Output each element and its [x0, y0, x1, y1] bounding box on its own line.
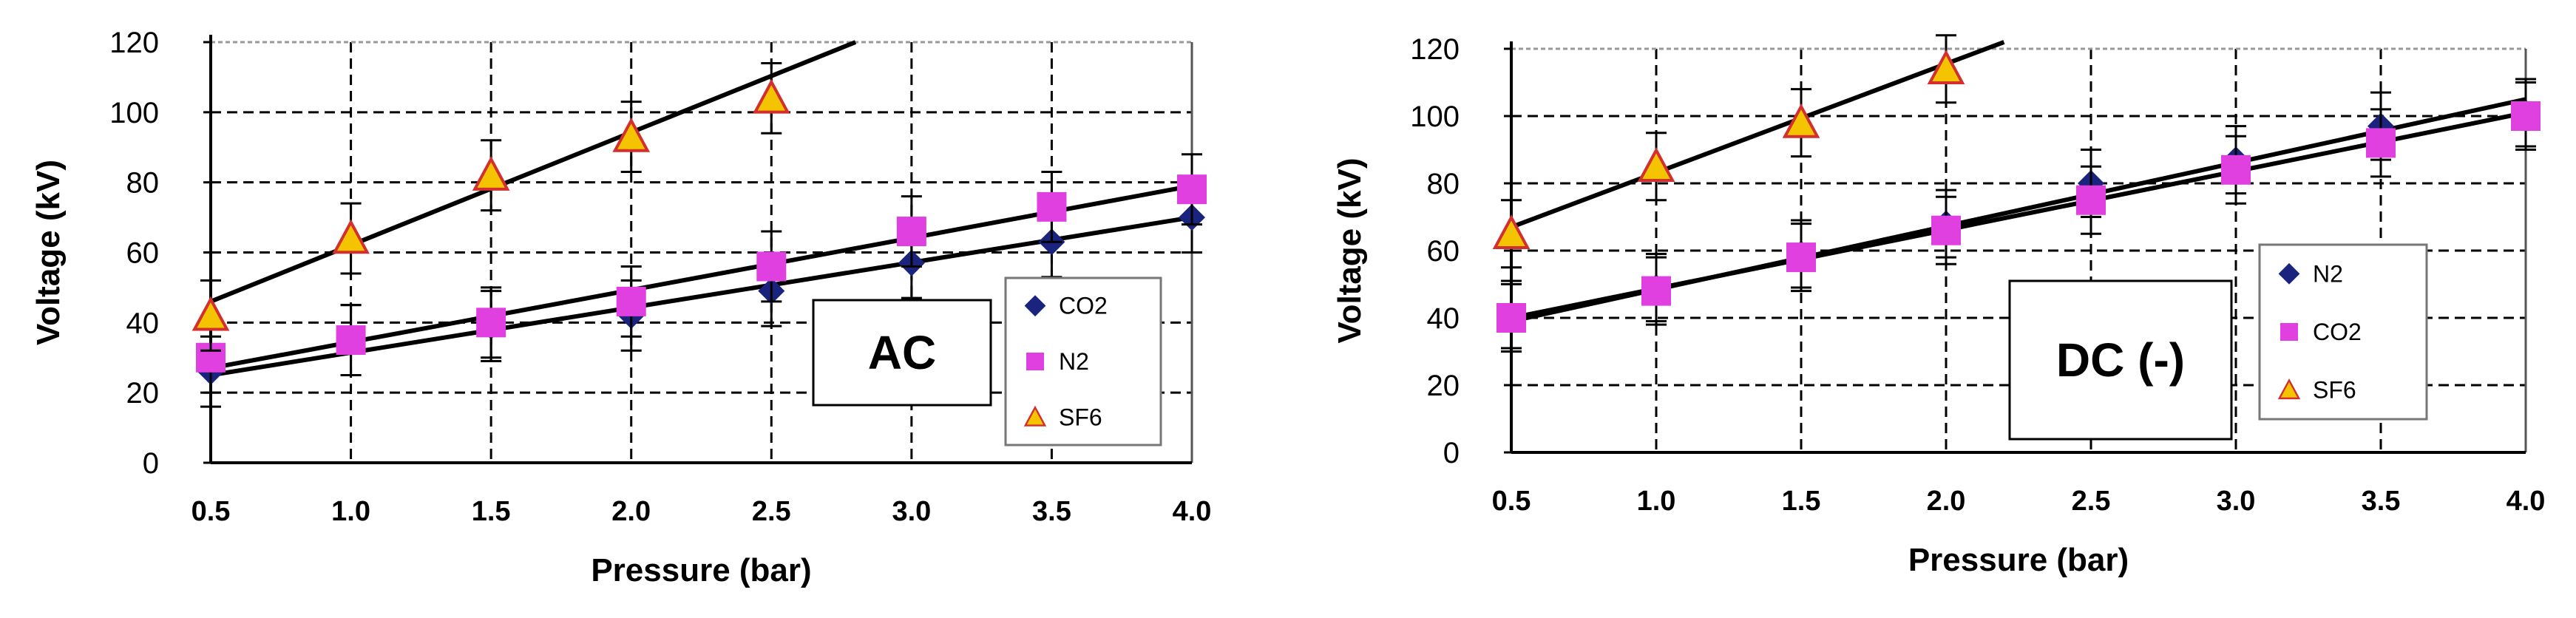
data-point-sf6: [1637, 147, 1675, 182]
legend-label-co2: CO2: [1059, 293, 1108, 319]
data-point-co2: [2076, 185, 2106, 215]
y-axis-title: Voltage (kV): [30, 160, 67, 345]
x-tick-label: 2.5: [752, 496, 791, 527]
legend-label-n2: N2: [2313, 260, 2343, 287]
x-tick-label: 1.0: [1637, 486, 1676, 517]
data-point-sf6: [472, 155, 510, 191]
x-tick-label: 1.0: [331, 496, 370, 527]
chart-label: AC: [868, 326, 936, 379]
legend-label-sf6: SF6: [1059, 404, 1102, 430]
x-tick-label: 0.5: [191, 496, 231, 527]
fit-line-co2: [211, 215, 1193, 378]
y-tick-label: 20: [126, 377, 160, 410]
data-point-co2: [2366, 128, 2396, 158]
data-point-n2: [756, 251, 787, 282]
data-point-n2: [476, 308, 506, 338]
data-point-sf6: [1492, 214, 1531, 249]
legend-label-n2: N2: [1059, 348, 1089, 375]
x-axis-title: Pressure (bar): [1908, 542, 2129, 578]
fit-lines: [1511, 40, 2526, 324]
data-point-n2: [896, 217, 926, 247]
data-point-n2: [616, 286, 646, 316]
data-point-sf6: [1927, 50, 1965, 84]
legend-marker-sf6: [2277, 378, 2301, 400]
x-tick-label: 3.0: [2217, 486, 2256, 517]
chart-label-box: [2008, 279, 2233, 441]
data-point-sf6: [191, 296, 230, 331]
chart-ac-svg: 0 20 40 60 80 100 120 0.5 1.0 1.5 2.0 2.5 3.0 3.5 4.0 P…: [30, 27, 1212, 588]
data-point-sf6: [612, 117, 651, 152]
legend-marker-wrap: [1023, 405, 1047, 427]
data-point-sf6: [332, 219, 370, 254]
fit-line-n2: [211, 183, 1193, 370]
grid-lines: [211, 42, 1192, 463]
chart-dc-svg: 0 20 40 60 80 100 120 0.5 1.0 1.5 2.0 2.5 3.0 3.5 4.0 P…: [1332, 33, 2546, 578]
data-point-co2: [2511, 101, 2541, 131]
x-tick-label: 3.0: [892, 496, 931, 527]
x-tick-label: 2.5: [2072, 486, 2111, 517]
legend-marker-co2: [2280, 323, 2298, 341]
legend-label-sf6: SF6: [2313, 377, 2356, 404]
data-point-co2: [1497, 303, 1526, 333]
data-point-co2: [1931, 215, 1961, 245]
y-tick-label: 80: [1427, 168, 1460, 200]
chart-dc: 0 20 40 60 80 100 120 0.5 1.0 1.5 2.0 2.5 3.0 3.5 4.0 P…: [1301, 0, 2576, 618]
legend-marker-wrap: [2277, 378, 2301, 400]
y-tick-label: 120: [1410, 33, 1460, 66]
x-tick-label: 1.5: [1782, 486, 1821, 517]
legend: N2 CO2 SF6: [2258, 243, 2428, 421]
data-point-co2: [2221, 154, 2251, 185]
data-point-n2: [1037, 191, 1067, 222]
legend-marker-wrap: [1024, 295, 1046, 317]
series-sf6: [1492, 34, 1965, 269]
x-tick-label: 4.0: [2506, 486, 2546, 517]
y-tick-label: 20: [1427, 370, 1460, 402]
legend-marker-co2: [1024, 295, 1046, 317]
x-tick-label: 2.0: [1927, 486, 1966, 517]
data-point-n2: [1177, 174, 1207, 205]
y-tick-label: 0: [143, 447, 159, 480]
data-point-n2: [336, 325, 366, 356]
legend-marker-wrap: [2280, 323, 2298, 341]
fit-line-sf6: [1511, 40, 2005, 229]
y-tick-label: 0: [1443, 437, 1460, 469]
data-point-sf6: [1782, 103, 1820, 138]
series-co2: [1497, 81, 2541, 353]
fit-line-co2: [1511, 110, 2526, 320]
y-tick-label: 80: [126, 167, 160, 200]
legend-label-co2: CO2: [2313, 319, 2362, 345]
y-tick-label: 100: [109, 97, 159, 129]
legend-marker-n2: [1026, 353, 1044, 370]
y-tick-label: 60: [126, 237, 160, 270]
data-point-co2: [1786, 242, 1816, 273]
x-tick-label: 0.5: [1492, 486, 1531, 517]
x-tick-label: 1.5: [472, 496, 511, 527]
series-sf6: [191, 61, 790, 352]
data-point-sf6: [752, 78, 790, 114]
y-tick-label: 60: [1427, 235, 1460, 268]
legend-marker-n2: [2278, 262, 2300, 285]
legend: CO2 N2 SF6: [1004, 276, 1162, 446]
y-axis-title: Voltage (kV): [1332, 157, 1368, 343]
y-tick-label: 40: [1427, 302, 1460, 335]
fit-lines: [211, 40, 1193, 378]
x-tick-label: 3.5: [1032, 496, 1071, 527]
y-tick-label: 100: [1410, 101, 1460, 133]
x-tick-label: 2.0: [611, 496, 651, 527]
chart-ac: 0 20 40 60 80 100 120 0.5 1.0 1.5 2.0 2.5 3.0 3.5 4.0 P…: [0, 0, 1272, 618]
x-tick-label: 4.0: [1173, 496, 1212, 527]
legend-marker-sf6: [1023, 405, 1047, 427]
fit-line-sf6: [211, 40, 857, 304]
legend-marker-wrap: [1026, 353, 1044, 370]
x-axis-title: Pressure (bar): [591, 552, 811, 588]
y-tick-label: 40: [126, 307, 160, 339]
data-point-co2: [1641, 276, 1671, 306]
y-tick-label: 120: [109, 27, 159, 59]
chart-label: DC (-): [2056, 333, 2185, 387]
legend-marker-wrap: [2278, 262, 2300, 285]
x-tick-label: 3.5: [2362, 486, 2401, 517]
series-n2: [196, 153, 1207, 394]
chart-label-box: [812, 299, 992, 407]
